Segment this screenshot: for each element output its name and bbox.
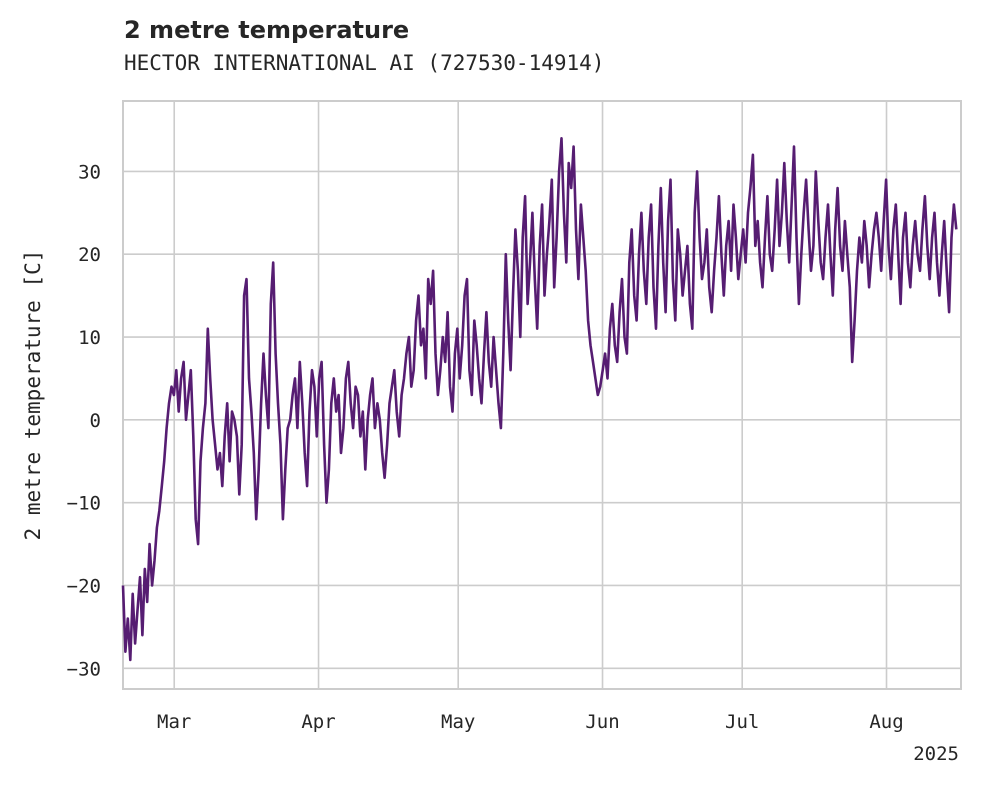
y-tick-label: 10	[78, 327, 101, 349]
grid-lines	[123, 101, 961, 689]
x-tick-label: Jul	[725, 711, 759, 733]
plot-frame	[122, 100, 962, 690]
x-axis-year-label: 2025	[913, 743, 959, 765]
series-line	[121, 137, 958, 662]
y-axis-label: 2 metre temperature [C]	[21, 250, 45, 541]
x-tick-label: Jun	[585, 711, 619, 733]
y-tick-label: 20	[78, 244, 101, 266]
y-tick-label: −30	[67, 658, 101, 680]
x-tick-label: Aug	[869, 711, 903, 733]
chart-subtitle: HECTOR INTERNATIONAL AI (727530-14914)	[124, 51, 605, 75]
x-tick-label: Apr	[301, 711, 335, 733]
x-tick-label: Mar	[157, 711, 191, 733]
y-axis-ticks: −30 −20 −10 0 10 20 30	[67, 161, 101, 680]
chart-title: 2 metre temperature	[124, 16, 410, 44]
y-tick-label: 30	[78, 161, 101, 183]
y-tick-label: 0	[90, 410, 101, 432]
y-tick-label: −20	[67, 575, 101, 597]
x-tick-label: May	[441, 711, 475, 733]
y-tick-label: −10	[67, 493, 101, 515]
x-axis-ticks: Mar Apr May Jun Jul Aug	[157, 711, 904, 733]
